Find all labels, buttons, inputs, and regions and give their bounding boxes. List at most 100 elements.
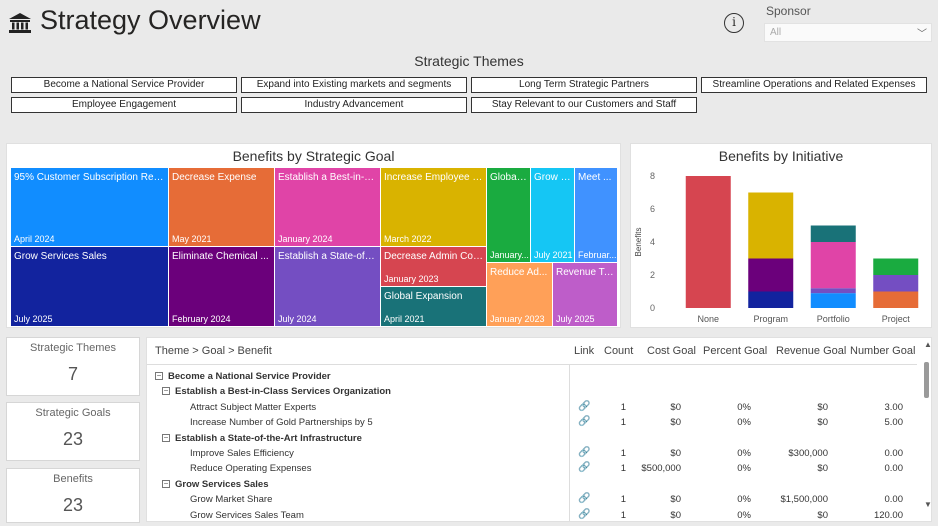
theme-button[interactable]: Streamline Operations and Related Expens… (701, 77, 927, 93)
kpi-card-goals: Strategic Goals 23 (6, 402, 140, 461)
treemap-tile[interactable]: Grow Services Sales July 2025 (11, 247, 169, 327)
header-percent-goal[interactable]: Percent Goal (703, 345, 768, 357)
sponsor-dropdown[interactable]: All ﹀ (764, 23, 932, 42)
header-cost-goal[interactable]: Cost Goal (647, 345, 696, 357)
bank-icon (9, 13, 31, 33)
header-revenue-goal[interactable]: Revenue Goal (776, 345, 847, 357)
treemap-tile[interactable]: Establish a State-of-t... July 2024 (275, 247, 381, 327)
treemap-tile-label: Global... (490, 172, 527, 183)
treemap-tile-date: May 2021 (172, 234, 212, 244)
link-icon[interactable]: 🔗 (578, 508, 591, 520)
report-header: Strategy Overview i Sponsor All ﹀ (0, 0, 938, 50)
cell-revenue-goal: $0 (817, 401, 828, 413)
cell-cost-goal: $0 (670, 448, 681, 459)
collapse-toggle-icon[interactable]: − (162, 432, 170, 442)
header-hierarchy[interactable]: Theme > Goal > Benefit (155, 345, 272, 357)
column-divider (569, 365, 570, 521)
table-row: Grow Services Sales Team 🔗 1 $0 0% $0 120.00 (147, 508, 917, 521)
theme-button[interactable]: Become a National Service Provider (11, 77, 237, 93)
cell-revenue-goal: $0 (817, 509, 828, 521)
header-link[interactable]: Link (574, 345, 595, 357)
theme-button[interactable]: Stay Relevant to our Customers and Staff (471, 97, 697, 113)
theme-button[interactable]: Expand into Existing markets and segment… (241, 77, 467, 93)
header-divider (147, 364, 917, 365)
table-row: Grow Market Share 🔗 1 $0 0% $1,500,000 0.00 (147, 492, 917, 507)
treemap-tile[interactable]: Decrease Expense May 2021 (169, 168, 275, 247)
treemap-tile-label: Meet ... (578, 172, 612, 183)
cell-cost-goal: $0 (670, 509, 681, 521)
row-label: Improve Sales Efficiency (190, 448, 294, 459)
cell-number-goal: 0.00 (884, 463, 904, 475)
cell-number-goal: 0.00 (884, 494, 904, 506)
cell-number-goal: 120.00 (873, 509, 903, 521)
treemap-tile[interactable]: Revenue Ta... July 2025 (553, 263, 618, 327)
y-tick-label: 6 (650, 204, 655, 214)
treemap-tile[interactable]: Eliminate Chemical ... February 2024 (169, 247, 275, 327)
kpi-value: 23 (62, 429, 84, 449)
row-label: Grow Market Share (190, 494, 273, 506)
treemap-tile-date: Februar... (578, 250, 617, 260)
collapse-toggle-icon[interactable]: − (162, 478, 170, 488)
bar-chart-title: Benefits by Initiative (718, 148, 844, 164)
treemap-tile[interactable]: Global Expansion April 2021 (381, 287, 487, 327)
cell-revenue-goal: $0 (817, 417, 828, 429)
cell-cost-goal: $0 (670, 401, 681, 413)
cell-percent-goal: 0% (737, 448, 751, 459)
table-group-row: − Establish a Best-in-Class Services Orga… (147, 384, 917, 399)
kpi-card-themes: Strategic Themes 7 (6, 337, 140, 396)
benefits-matrix: Theme > Goal > Benefit Link Count Cost G… (146, 337, 932, 522)
bar-segment (873, 275, 919, 292)
link-icon[interactable]: 🔗 (578, 447, 591, 458)
x-tick-label: None (697, 314, 719, 324)
scroll-down-icon[interactable]: ▼ (924, 500, 932, 509)
kpi-label: Strategic Themes (29, 342, 116, 354)
treemap-tile-label: Decrease Expense (172, 172, 257, 183)
cell-cost-goal: $500,000 (641, 463, 681, 475)
treemap-tile[interactable]: Increase Employee R... March 2022 (381, 168, 487, 247)
scrollbar-thumb[interactable] (924, 362, 929, 398)
info-button[interactable]: i (724, 13, 744, 33)
treemap-tile[interactable]: Grow r... July 2021 (531, 168, 575, 263)
bar-segment (873, 258, 919, 275)
cell-number-goal: 0.00 (884, 448, 904, 459)
cell-revenue-goal: $0 (817, 463, 828, 475)
treemap-tile-date: January... (490, 250, 529, 260)
treemap-title: Benefits by Strategic Goal (232, 148, 395, 164)
treemap-tile-label: 95% Customer Subscription Rete... (14, 172, 165, 183)
theme-button[interactable]: Employee Engagement (11, 97, 237, 113)
collapse-toggle-icon[interactable]: − (155, 371, 163, 380)
vertical-scrollbar[interactable]: ▲ ▼ (921, 338, 932, 521)
header-number-goal[interactable]: Number Goal (850, 345, 916, 357)
treemap-tile-date: July 2025 (556, 314, 595, 324)
row-label: Grow Services Sales Team (190, 509, 304, 521)
treemap-tile[interactable]: Reduce Ad... January 2023 (487, 263, 553, 327)
treemap-tile[interactable]: Establish a Best-in-Cl... January 2024 (275, 168, 381, 247)
header-count[interactable]: Count (604, 345, 634, 357)
y-tick-label: 2 (650, 270, 655, 280)
treemap-tile[interactable]: 95% Customer Subscription Rete... April 2… (11, 168, 169, 247)
treemap-tile-date: July 2021 (534, 250, 573, 260)
bar-segment (873, 291, 919, 308)
theme-button[interactable]: Long Term Strategic Partners (471, 77, 697, 93)
treemap-tile-date: July 2024 (278, 314, 317, 324)
theme-button[interactable]: Industry Advancement (241, 97, 467, 113)
treemap-tile-date: April 2021 (384, 314, 425, 324)
collapse-toggle-icon[interactable]: − (162, 386, 170, 396)
treemap-tile[interactable]: Decrease Admin Cos... January 2023 (381, 247, 487, 287)
scroll-up-icon[interactable]: ▲ (924, 340, 932, 349)
treemap-tile-date: January 2023 (490, 314, 545, 324)
sponsor-label: Sponsor (766, 4, 811, 18)
link-icon[interactable]: 🔗 (578, 400, 591, 412)
cell-count: 1 (620, 417, 626, 429)
link-icon[interactable]: 🔗 (578, 416, 591, 428)
treemap-panel: Benefits by Strategic Goal 95% Customer … (6, 143, 621, 328)
treemap-tile[interactable]: Meet ... Februar... (575, 168, 618, 263)
x-tick-label: Program (753, 314, 788, 324)
link-icon[interactable]: 🔗 (578, 462, 591, 474)
row-label: Attract Subject Matter Experts (190, 401, 317, 413)
row-label: Become a National Service Provider (168, 371, 331, 382)
link-icon[interactable]: 🔗 (578, 493, 591, 505)
kpi-label: Benefits (53, 473, 93, 485)
treemap-tile[interactable]: Global... January... (487, 168, 531, 263)
cell-count: 1 (620, 509, 626, 521)
